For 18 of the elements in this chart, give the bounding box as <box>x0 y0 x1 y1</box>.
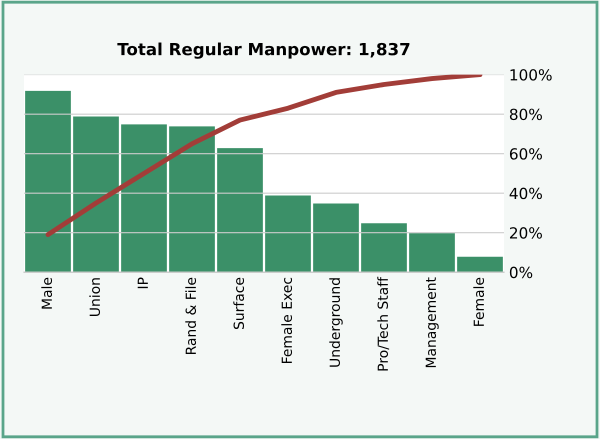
x-tick-label: Surface <box>233 278 244 330</box>
y-tick-label: 80% <box>510 108 542 120</box>
x-tick-label: Pro/Tech Staff <box>377 276 390 370</box>
y-tick-label: 40% <box>510 188 542 200</box>
x-tick-label: Rand & File <box>185 278 196 354</box>
x-tick-label: Female Exec <box>281 278 292 364</box>
x-tick-label: Female <box>473 278 484 326</box>
y-tick-label: 0% <box>510 266 532 278</box>
x-tick-label: Underground <box>329 278 343 367</box>
chart-title: Total Regular Manpower: 1,837 <box>117 42 410 59</box>
y-tick-label: 60% <box>510 148 542 160</box>
y-tick-label: 20% <box>510 227 542 239</box>
x-tick-label: Union <box>89 278 100 316</box>
line-series <box>46 74 482 238</box>
x-tick-label: Male <box>41 278 52 309</box>
x-tick-label: Management <box>426 277 439 368</box>
y-tick-label: 100% <box>510 69 552 81</box>
x-tick-label: IP <box>138 278 148 288</box>
